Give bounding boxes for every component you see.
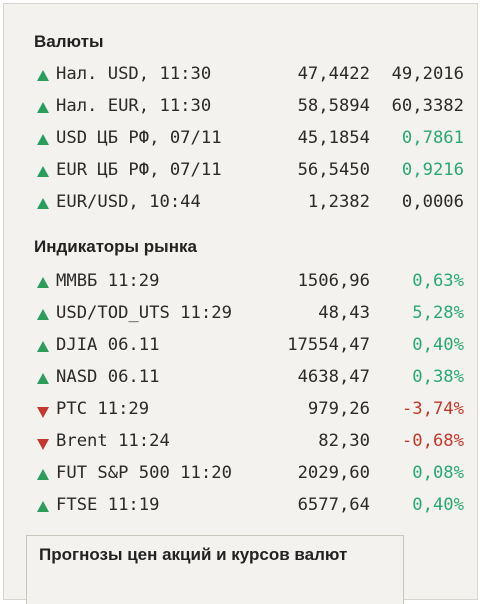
market-widget: Валюты Нал. USD, 11:30 47,4422 49,2016 Нал.… — [3, 3, 478, 604]
row-label: Brent 11:24 — [56, 431, 170, 451]
row-label: РТС 11:29 — [56, 399, 150, 419]
row-value: 6577,64 — [297, 495, 370, 515]
row-value: 2029,60 — [297, 463, 370, 483]
row-value: 979,26 — [307, 399, 370, 419]
triangle-up-icon — [37, 309, 49, 320]
indicator-row[interactable]: DJIA 06.11 17554,47 0,40% — [34, 333, 464, 361]
currency-row[interactable]: EUR/USD, 10:44 1,2382 0,0006 — [34, 190, 464, 218]
indicator-row[interactable]: NASD 06.11 4638,47 0,38% — [34, 365, 464, 393]
triangle-up-icon — [37, 277, 49, 288]
row-change: 0,9216 — [401, 160, 464, 180]
indicator-row[interactable]: FUT S&P 500 11:20 2029,60 0,08% — [34, 461, 464, 489]
triangle-up-icon — [37, 166, 49, 177]
row-change: 5,28% — [412, 303, 464, 323]
forecast-link[interactable]: Прогнозы цен акций и курсов валют — [26, 535, 404, 604]
row-value: 58,5894 — [297, 96, 370, 116]
currency-row[interactable]: USD ЦБ РФ, 07/11 45,1854 0,7861 — [34, 126, 464, 154]
row-label: EUR ЦБ РФ, 07/11 — [56, 160, 222, 180]
row-label: NASD 06.11 — [56, 367, 160, 387]
triangle-up-icon — [37, 501, 49, 512]
row-label: USD ЦБ РФ, 07/11 — [56, 128, 222, 148]
triangle-up-icon — [37, 469, 49, 480]
currency-row[interactable]: Нал. EUR, 11:30 58,5894 60,3382 — [34, 94, 464, 122]
indicator-row[interactable]: РТС 11:29 979,26 -3,74% — [34, 397, 464, 425]
triangle-up-icon — [37, 373, 49, 384]
indicator-row[interactable]: FTSE 11:19 6577,64 0,40% — [34, 493, 464, 521]
row-value: 17554,47 — [287, 335, 370, 355]
triangle-down-icon — [37, 407, 49, 418]
indicator-row[interactable]: USD/TOD_UTS 11:29 48,43 5,28% — [34, 301, 464, 329]
row-change: -0,68% — [401, 431, 464, 451]
row-label: DJIA 06.11 — [56, 335, 160, 355]
row-change: 0,40% — [412, 335, 464, 355]
row-change: 0,63% — [412, 271, 464, 291]
row-change: 60,3382 — [391, 96, 464, 116]
currency-row[interactable]: EUR ЦБ РФ, 07/11 56,5450 0,9216 — [34, 158, 464, 186]
row-label: FTSE 11:19 — [56, 495, 160, 515]
row-label: USD/TOD_UTS 11:29 — [56, 303, 232, 323]
row-change: -3,74% — [401, 399, 464, 419]
indicator-row[interactable]: Brent 11:24 82,30 -0,68% — [34, 429, 464, 457]
triangle-down-icon — [37, 439, 49, 450]
row-value: 1506,96 — [297, 271, 370, 291]
row-value: 82,30 — [318, 431, 370, 451]
triangle-up-icon — [37, 198, 49, 209]
currencies-title: Валюты — [34, 32, 104, 51]
currency-row[interactable]: Нал. USD, 11:30 47,4422 49,2016 — [34, 62, 464, 90]
row-change: 0,7861 — [401, 128, 464, 148]
row-label: FUT S&P 500 11:20 — [56, 463, 232, 483]
triangle-up-icon — [37, 134, 49, 145]
indicators-title: Индикаторы рынка — [34, 237, 197, 256]
row-value: 48,43 — [318, 303, 370, 323]
triangle-up-icon — [37, 70, 49, 81]
triangle-up-icon — [37, 102, 49, 113]
row-value: 47,4422 — [297, 64, 370, 84]
row-label: Нал. USD, 11:30 — [56, 64, 212, 84]
row-label: EUR/USD, 10:44 — [56, 192, 201, 212]
row-change: 0,38% — [412, 367, 464, 387]
row-value: 56,5450 — [297, 160, 370, 180]
row-value: 4638,47 — [297, 367, 370, 387]
row-value: 45,1854 — [297, 128, 370, 148]
row-change: 0,40% — [412, 495, 464, 515]
row-change: 0,0006 — [401, 192, 464, 212]
forecast-title: Прогнозы цен акций и курсов валют — [39, 545, 348, 564]
indicator-row[interactable]: ММВБ 11:29 1506,96 0,63% — [34, 269, 464, 297]
row-value: 1,2382 — [307, 192, 370, 212]
triangle-up-icon — [37, 341, 49, 352]
row-change: 0,08% — [412, 463, 464, 483]
row-change: 49,2016 — [391, 64, 464, 84]
row-label: Нал. EUR, 11:30 — [56, 96, 212, 116]
row-label: ММВБ 11:29 — [56, 271, 160, 291]
